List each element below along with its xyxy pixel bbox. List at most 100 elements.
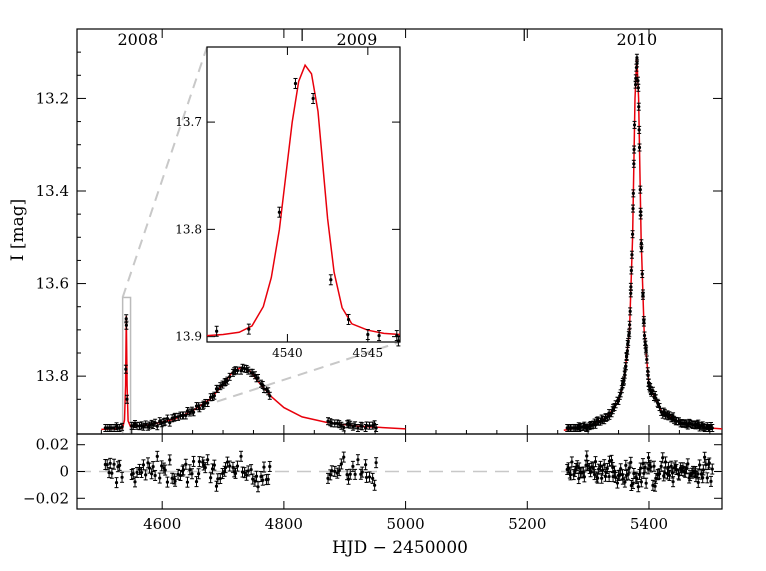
residual-point: [165, 476, 170, 488]
residual-point: [657, 468, 662, 480]
residual-point: [235, 460, 240, 472]
residual-point: [261, 461, 266, 473]
year-labels: 2008 2009 2010: [117, 29, 657, 49]
data-point: [337, 420, 342, 429]
residual-point: [108, 457, 113, 469]
data-point: [637, 125, 642, 134]
data-point: [242, 364, 247, 373]
residual-point: [167, 454, 172, 466]
residual-point: [367, 471, 372, 483]
y-axis-title: I [mag]: [8, 199, 28, 262]
residual-point: [214, 480, 219, 492]
data-point: [117, 424, 122, 432]
residual-point: [643, 461, 648, 473]
data-point: [629, 266, 634, 275]
residual-point: [135, 466, 140, 478]
data-point: [626, 331, 631, 340]
residual-point: [363, 459, 368, 471]
residual-point: [155, 450, 160, 462]
data-point: [625, 339, 630, 348]
residual-point: [258, 471, 263, 483]
residual-point: [254, 470, 259, 482]
data-point: [339, 421, 344, 430]
data-point: [367, 421, 372, 430]
data-point: [639, 244, 644, 253]
residual-point: [660, 452, 665, 464]
inset-point: [328, 274, 333, 286]
data-point: [246, 366, 251, 375]
data-point: [619, 385, 624, 394]
inset-point: [293, 77, 298, 89]
res-ytick-label: 0.02: [36, 436, 69, 454]
residual-point: [636, 481, 641, 493]
residual-point: [585, 459, 590, 471]
residual-point: [620, 473, 625, 485]
zoom-connector-bottom: [216, 341, 401, 403]
data-point: [124, 320, 129, 330]
data-point: [631, 204, 636, 213]
data-point: [643, 344, 648, 353]
residual-point: [710, 463, 715, 475]
residual-point: [370, 472, 375, 484]
data-point: [143, 420, 148, 429]
residual-points: [103, 450, 715, 493]
residual-point: [671, 476, 676, 488]
data-point: [205, 399, 210, 408]
data-point: [638, 185, 643, 194]
inset-point: [365, 328, 370, 340]
residual-point: [644, 477, 649, 489]
residual-point: [163, 464, 168, 476]
data-point: [157, 417, 162, 426]
residual-point: [112, 458, 117, 470]
residual-point: [141, 459, 146, 471]
main-panel: 2008 2009 2010 13.2 13.4 13.6 13.8 I [mag]: [8, 28, 723, 435]
residual-point: [153, 469, 158, 481]
residual-point: [639, 476, 644, 488]
data-point: [256, 373, 261, 382]
residual-point: [374, 457, 379, 469]
data-point: [632, 145, 637, 154]
inset-ytick-label: 13.9: [175, 330, 202, 344]
residual-panel: 0.02 0 −0.02 4600 4800 5000 5200 5400 HJD − 24…: [23, 433, 723, 558]
data-point: [628, 307, 633, 316]
inset-point: [346, 313, 351, 325]
main-ticks: [77, 29, 722, 434]
data-point: [267, 391, 272, 400]
data-point: [644, 355, 649, 364]
residual-point: [341, 451, 346, 463]
residual-point: [707, 457, 712, 469]
data-point: [225, 376, 230, 385]
data-point: [632, 120, 637, 129]
xtick-label: 5400: [630, 515, 668, 533]
residual-point: [325, 472, 330, 484]
residual-point: [360, 466, 365, 478]
residual-point: [194, 476, 199, 488]
residual-point: [149, 468, 154, 480]
residual-point: [628, 456, 633, 468]
residual-point: [335, 467, 340, 479]
residual-point: [239, 450, 244, 462]
residual-point: [233, 467, 238, 479]
data-point: [628, 282, 633, 291]
year-label: 2009: [337, 30, 378, 49]
data-point: [640, 289, 645, 298]
residual-point: [205, 454, 210, 466]
data-point: [360, 422, 365, 431]
residual-point: [117, 459, 122, 471]
residual-point: [353, 468, 358, 480]
data-point: [374, 424, 379, 432]
data-point: [353, 421, 358, 430]
data-point: [185, 406, 190, 415]
inset-panel: 13.7 13.8 13.9 4540 4545: [175, 46, 401, 360]
data-point: [112, 424, 117, 432]
inset-ytick-label: 13.8: [175, 222, 202, 236]
data-point: [341, 423, 346, 432]
data-point: [642, 331, 647, 340]
inset-xtick-label: 4545: [353, 346, 384, 360]
data-point: [635, 76, 640, 85]
data-point: [629, 250, 634, 259]
data-point: [137, 422, 142, 431]
inset-point: [311, 92, 316, 104]
residual-point: [266, 473, 271, 485]
data-point: [191, 408, 196, 417]
